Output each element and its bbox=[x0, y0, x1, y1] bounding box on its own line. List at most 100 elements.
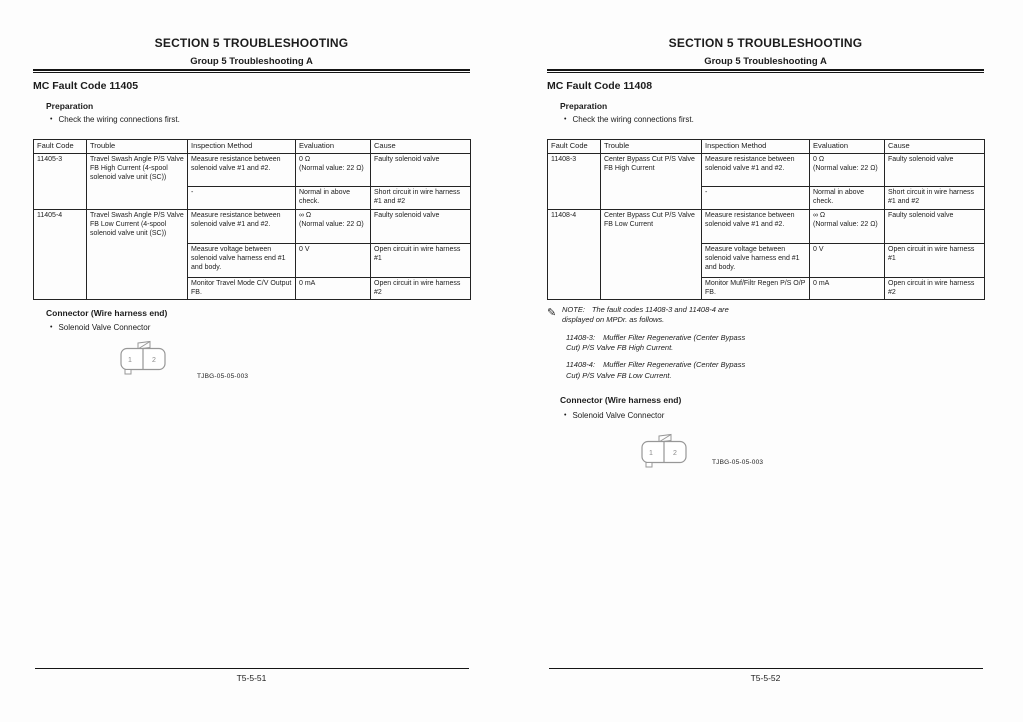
evaluation-value: 0 Ω bbox=[813, 156, 825, 163]
cell-cause: Open circuit in wire harness #1 bbox=[370, 243, 471, 278]
header-double-rule bbox=[33, 69, 470, 73]
cell-fault-code: 11405-4 bbox=[33, 209, 87, 300]
note-item-text: Muffler Filter Regenerative (Center Bypa… bbox=[566, 332, 746, 353]
cell-evaluation: 0 Ω (Normal value: 22 Ω) bbox=[295, 153, 371, 187]
solenoid-connector-figure: 1 2 bbox=[641, 433, 687, 468]
preparation-heading: Preparation bbox=[46, 101, 94, 111]
cell-inspection: Measure voltage between solenoid valve h… bbox=[187, 243, 296, 278]
connector-latch-icon bbox=[137, 340, 151, 350]
connector-heading: Connector (Wire harness end) bbox=[46, 308, 168, 318]
note-item-code: 11408-4: bbox=[566, 360, 596, 370]
group-subtitle: Group 5 Troubleshooting A bbox=[190, 56, 313, 67]
table-row: Monitor Muf/Filtr Regen P/S O/P FB. 0 mA… bbox=[548, 277, 985, 300]
col-header-trouble: Trouble bbox=[86, 139, 188, 154]
group-subtitle: Group 5 Troubleshooting A bbox=[704, 56, 827, 67]
evaluation-value: 0 Ω bbox=[299, 156, 311, 163]
note-item: 11408-3: Muffler Filter Regenerative (Cen… bbox=[547, 333, 753, 354]
cell-cause: Open circuit in wire harness #2 bbox=[884, 277, 985, 300]
col-header-inspection: Inspection Method bbox=[187, 139, 296, 154]
col-header-cause: Cause bbox=[884, 139, 985, 154]
header-double-rule bbox=[547, 69, 984, 73]
connector-bullet: Solenoid Valve Connector bbox=[564, 411, 664, 420]
col-header-cause: Cause bbox=[370, 139, 471, 154]
cell-evaluation: 0 V bbox=[295, 243, 371, 278]
footer-rule bbox=[549, 668, 983, 669]
page-number: T5-5-51 bbox=[236, 673, 267, 683]
table-row: 11405-3 Travel Swash Angle P/S Valve FB … bbox=[33, 153, 471, 210]
cell-evaluation: ∞ Ω (Normal value: 22 Ω) bbox=[295, 209, 371, 244]
cell-inspection: - bbox=[701, 186, 810, 210]
evaluation-note: (Normal value: 22 Ω) bbox=[299, 165, 364, 173]
footer-rule bbox=[35, 668, 469, 669]
cell-inspection: Measure voltage between solenoid valve h… bbox=[701, 243, 810, 278]
cell-inspection: - bbox=[187, 186, 296, 210]
cell-inspection: Measure resistance between solenoid valv… bbox=[187, 153, 296, 187]
cell-inspection: Monitor Muf/Filtr Regen P/S O/P FB. bbox=[701, 277, 810, 300]
section-title: SECTION 5 TROUBLESHOOTING bbox=[668, 36, 863, 50]
cell-evaluation: 0 Ω (Normal value: 22 Ω) bbox=[809, 153, 885, 187]
note-item: 11408-4: Muffler Filter Regenerative (Cen… bbox=[547, 360, 753, 381]
manual-page-right: SECTION 5 TROUBLESHOOTING Group 5 Troubl… bbox=[547, 0, 985, 722]
cell-inspection: Measure resistance between solenoid valv… bbox=[701, 209, 810, 244]
col-header-evaluation: Evaluation bbox=[295, 139, 371, 154]
cell-cause: Short circuit in wire harness #1 and #2 bbox=[884, 186, 985, 210]
cell-cause: Faulty solenoid valve bbox=[884, 209, 985, 244]
troubleshooting-table: Fault Code Trouble Inspection Method Eva… bbox=[547, 139, 985, 300]
table-row: 11408-3 Center Bypass Cut P/S Valve FB H… bbox=[547, 153, 985, 210]
pin-2-label: 2 bbox=[152, 357, 156, 364]
fault-code-title: MC Fault Code 11405 bbox=[33, 80, 139, 92]
cell-fault-code: 11408-3 bbox=[547, 153, 601, 210]
note-block: ✎ NOTE: The fault codes 11408-3 and 11408… bbox=[547, 305, 753, 388]
note-label: NOTE: bbox=[562, 305, 585, 314]
col-header-fault-code: Fault Code bbox=[33, 139, 87, 154]
figure-code: TJBG-05-05-003 bbox=[712, 459, 764, 466]
cell-cause: Open circuit in wire harness #1 bbox=[884, 243, 985, 278]
table-row: 11405-4 Travel Swash Angle P/S Valve FB … bbox=[33, 209, 471, 300]
table-header-row: Fault Code Trouble Inspection Method Eva… bbox=[547, 139, 985, 154]
pin-2-label: 2 bbox=[673, 450, 677, 457]
cell-cause: Faulty solenoid valve bbox=[884, 153, 985, 187]
preparation-bullet: Check the wiring connections first. bbox=[50, 115, 179, 124]
pin-1-label: 1 bbox=[649, 450, 653, 457]
table-row: 11408-4 Center Bypass Cut P/S Valve FB L… bbox=[547, 209, 985, 300]
note-text: NOTE: The fault codes 11408-3 and 11408-4… bbox=[547, 305, 753, 326]
col-header-evaluation: Evaluation bbox=[809, 139, 885, 154]
table-row: Measure voltage between solenoid valve h… bbox=[548, 243, 985, 278]
figure-code: TJBG-05-05-003 bbox=[197, 373, 249, 380]
evaluation-note: (Normal value: 22 Ω) bbox=[813, 221, 878, 229]
fault-code-title: MC Fault Code 11408 bbox=[547, 80, 653, 92]
cell-fault-code: 11405-3 bbox=[33, 153, 87, 210]
note-item-code: 11408-3: bbox=[566, 332, 596, 342]
table-row: - Normal in above check. Short circuit i… bbox=[548, 186, 985, 210]
cell-evaluation: 0 mA bbox=[295, 277, 371, 300]
cell-evaluation: 0 V bbox=[809, 243, 885, 278]
cell-evaluation: 0 mA bbox=[809, 277, 885, 300]
evaluation-note: (Normal value: 22 Ω) bbox=[813, 165, 878, 173]
table-row: - Normal in above check. Short circuit i… bbox=[34, 186, 471, 210]
table-row: Monitor Travel Mode C/V Output FB. 0 mA … bbox=[34, 277, 471, 300]
cell-cause: Open circuit in wire harness #2 bbox=[370, 277, 471, 300]
cell-inspection: Measure resistance between solenoid valv… bbox=[187, 209, 296, 244]
note-body: The fault codes 11408-3 and 11408-4 are … bbox=[562, 305, 729, 325]
cell-cause: Faulty solenoid valve bbox=[370, 153, 471, 187]
connector-latch-icon bbox=[658, 433, 672, 443]
connector-heading: Connector (Wire harness end) bbox=[560, 395, 682, 405]
cell-trouble: Travel Swash Angle P/S Valve FB High Cur… bbox=[86, 153, 188, 210]
cell-evaluation: ∞ Ω (Normal value: 22 Ω) bbox=[809, 209, 885, 244]
troubleshooting-table: Fault Code Trouble Inspection Method Eva… bbox=[33, 139, 471, 300]
cell-evaluation: Normal in above check. bbox=[295, 186, 371, 210]
cell-inspection: Measure resistance between solenoid valv… bbox=[701, 153, 810, 187]
table-row: Measure voltage between solenoid valve h… bbox=[34, 243, 471, 278]
connector-bullet: Solenoid Valve Connector bbox=[50, 323, 150, 332]
cell-cause: Short circuit in wire harness #1 and #2 bbox=[370, 186, 471, 210]
cell-inspection: Monitor Travel Mode C/V Output FB. bbox=[187, 277, 296, 300]
preparation-bullet: Check the wiring connections first. bbox=[564, 115, 693, 124]
table-header-row: Fault Code Trouble Inspection Method Eva… bbox=[33, 139, 471, 154]
pin-1-label: 1 bbox=[128, 357, 132, 364]
section-title: SECTION 5 TROUBLESHOOTING bbox=[154, 36, 349, 50]
page-number: T5-5-52 bbox=[750, 673, 781, 683]
evaluation-value: ∞ Ω bbox=[813, 212, 826, 219]
col-header-trouble: Trouble bbox=[600, 139, 702, 154]
cell-trouble: Travel Swash Angle P/S Valve FB Low Curr… bbox=[86, 209, 188, 300]
manual-page-left: SECTION 5 TROUBLESHOOTING Group 5 Troubl… bbox=[33, 0, 471, 722]
